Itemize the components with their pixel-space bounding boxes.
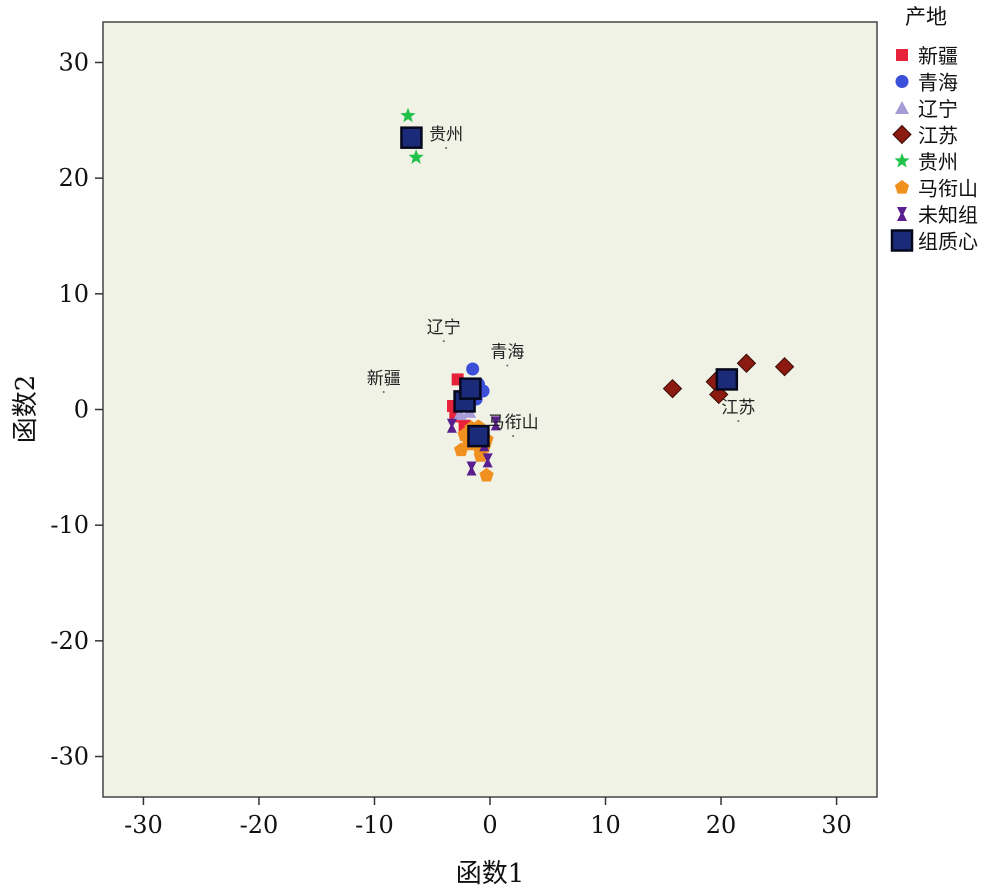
annotation-dot	[506, 364, 509, 367]
x-tick-label: 20	[706, 811, 737, 839]
annotation-dot	[512, 435, 515, 438]
legend-label: 未知组	[918, 203, 978, 227]
data-point-diamond	[662, 378, 683, 399]
y-tick-label: 30	[58, 48, 89, 76]
data-points	[400, 107, 795, 482]
legend-swatch-triangle	[895, 101, 909, 114]
legend-swatch-hourglass	[897, 207, 907, 221]
y-tick-label: 20	[58, 164, 89, 192]
annotation-dot	[442, 340, 445, 343]
data-point-triangle	[452, 407, 467, 421]
legend-label: 江苏	[918, 124, 958, 148]
group-annotation-label: 辽宁	[427, 318, 461, 338]
legend-label: 马衔山	[918, 177, 978, 201]
legend-swatch-centroid	[890, 229, 914, 252]
legend-label: 辽宁	[918, 97, 958, 121]
x-tick-label: -20	[240, 811, 279, 839]
data-point-pentagon	[479, 467, 494, 482]
data-point-hourglass	[446, 418, 457, 433]
x-axis-title: 函数1	[456, 859, 525, 889]
group-annotation-label: 马衔山	[488, 413, 539, 433]
data-point-hourglass	[490, 416, 501, 431]
data-point-diamond	[736, 353, 757, 373]
data-point-centroid	[715, 368, 739, 391]
group-annotation-label: 青海	[490, 342, 524, 362]
y-tick-label: -20	[50, 627, 89, 655]
data-point-hourglass	[482, 453, 493, 468]
x-tick-label: -30	[124, 811, 163, 839]
legend-swatch-diamond	[892, 124, 912, 145]
data-point-centroid	[459, 377, 482, 400]
data-point-star	[400, 107, 416, 123]
y-tick-label: 10	[58, 280, 89, 308]
legend-label: 新疆	[918, 44, 958, 68]
x-tick-label: 30	[821, 811, 852, 839]
y-tick-label: 0	[74, 396, 89, 424]
legend-label: 贵州	[918, 150, 958, 174]
axis-ticks: -30 -20 -10 0 10 20 30 -30 -20 -10 0 10 20 30	[50, 48, 851, 839]
data-point-centroid	[467, 424, 490, 448]
x-tick-label: 0	[482, 811, 497, 839]
legend-swatch-star	[894, 153, 910, 168]
annotation-dot	[445, 146, 448, 149]
legend-label: 组质心	[918, 230, 978, 254]
group-annotation-label: 江苏	[721, 398, 755, 418]
data-point-diamond	[774, 356, 795, 377]
plot-area	[102, 21, 878, 798]
data-point-circle	[466, 362, 480, 376]
y-tick-label: -30	[50, 743, 89, 771]
legend-swatch-circle	[895, 75, 909, 88]
data-point-centroid	[400, 126, 423, 149]
x-tick-label: -10	[355, 811, 394, 839]
legend-label: 青海	[918, 71, 958, 95]
data-point-pentagon	[454, 442, 469, 457]
group-annotation-label: 贵州	[429, 125, 463, 145]
x-tick-label: 10	[590, 811, 621, 839]
annotation-dot	[382, 391, 385, 394]
data-point-star	[408, 149, 424, 164]
data-point-hourglass	[466, 461, 477, 476]
legend-title: 产地	[905, 5, 947, 29]
legend-swatch-square	[896, 49, 908, 61]
y-axis-title: 函数2	[11, 375, 41, 444]
y-tick-label: -10	[50, 511, 89, 539]
annotation-dot	[737, 419, 740, 422]
group-annotation-label: 新疆	[367, 369, 401, 389]
legend-swatch-pentagon	[894, 180, 910, 194]
